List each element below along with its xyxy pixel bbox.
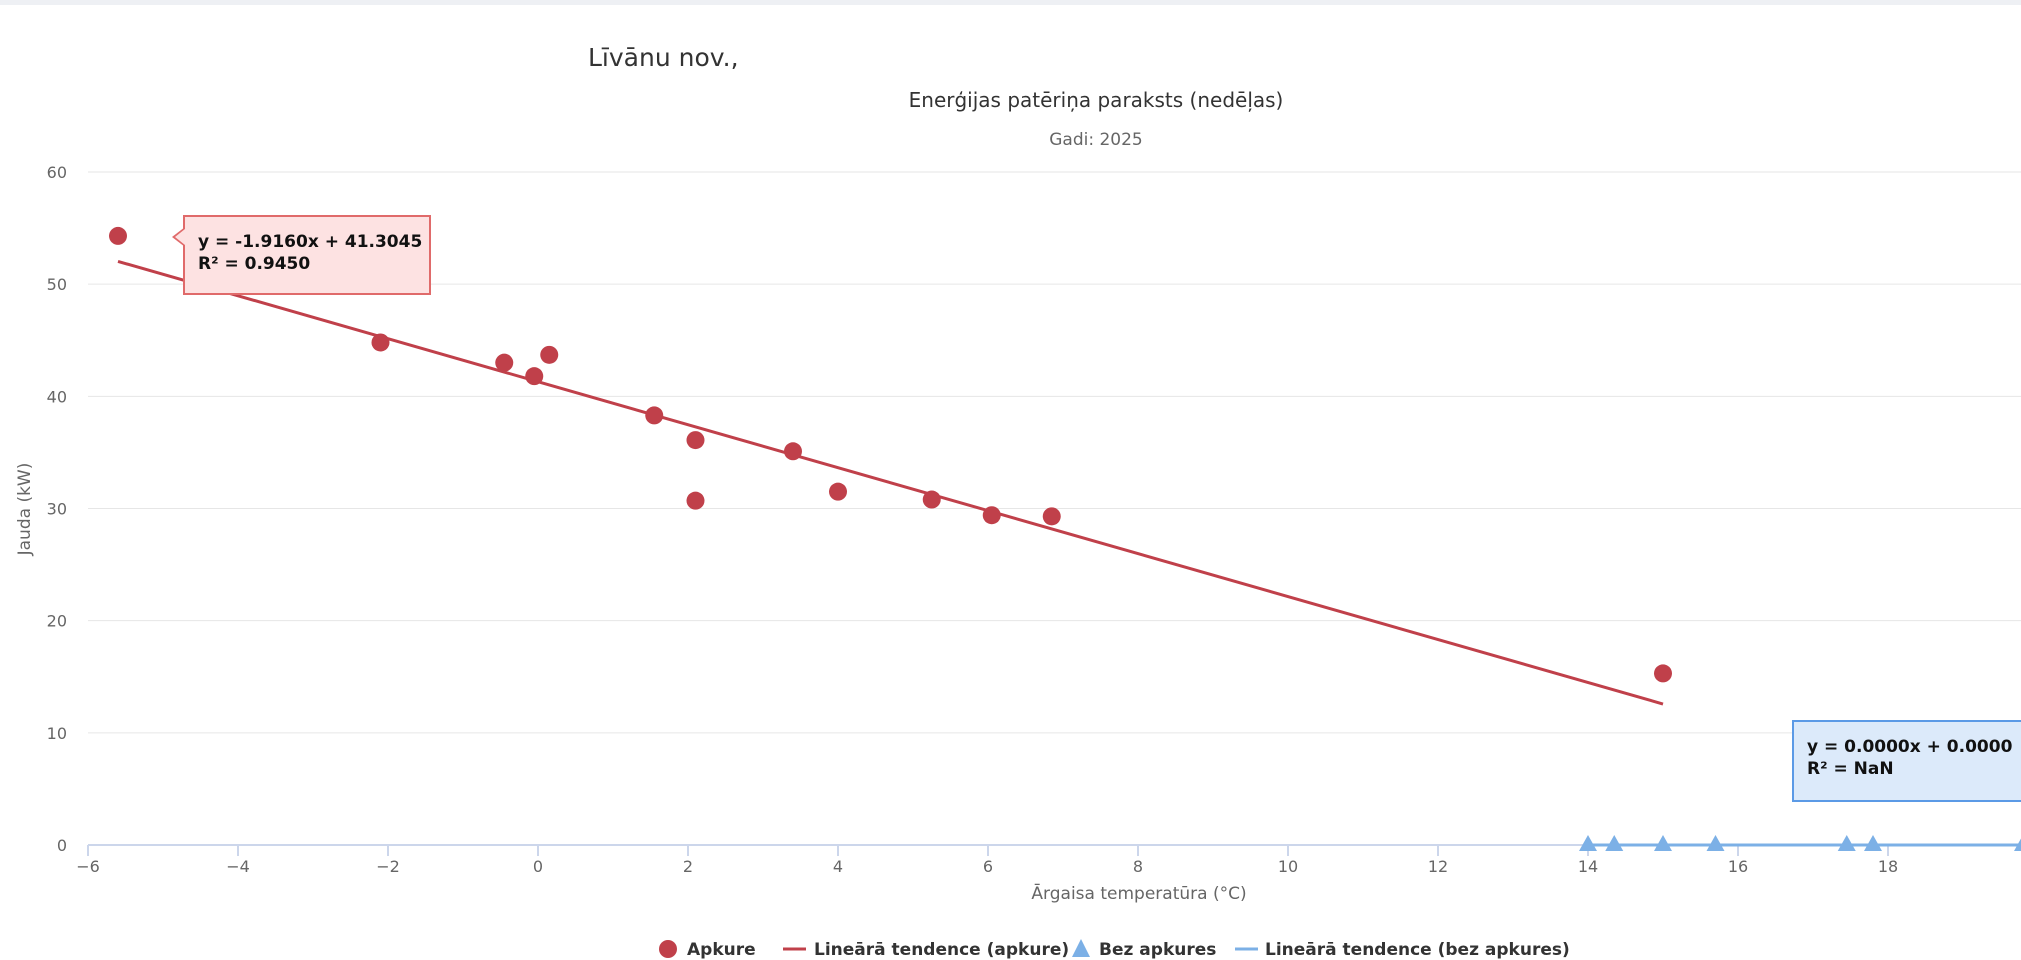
tooltip-bez-apkures-equation: y = 0.0000x + 0.0000: [1807, 737, 2013, 757]
legend-label-bez-apkures: Bez apkures: [1099, 940, 1216, 960]
x-tick-label-10: 10: [1278, 857, 1298, 876]
y-tick-label-0: 0: [57, 836, 67, 855]
point-apkure-8: [686, 491, 705, 510]
x-tick-label-18: 18: [1878, 857, 1898, 876]
point-apkure-7: [686, 431, 705, 450]
tooltip-apkure-equation: y = -1.9160x + 41.3045: [198, 232, 423, 252]
x-tick-label--6: −6: [76, 857, 100, 876]
x-tick-label-4: 4: [833, 857, 843, 876]
region-title: Līvānu nov.,: [588, 43, 739, 72]
legend-label-apkure: Apkure: [687, 940, 756, 960]
legend-item-bez-apkures[interactable]: Bez apkures: [1072, 939, 1216, 960]
point-bez-apkures-6: [2014, 838, 2021, 851]
point-bez-apkures-5: [1864, 835, 1882, 851]
y-tick-label-60: 60: [47, 163, 67, 182]
point-bez-apkures-2: [1654, 835, 1672, 851]
y-tick-label-10: 10: [47, 724, 67, 743]
legend-item-trend-apkure[interactable]: Lineārā tendence (apkure): [783, 940, 1069, 960]
point-bez-apkures-4: [1837, 835, 1856, 851]
x-tick-label-8: 8: [1133, 857, 1143, 876]
x-tick-label-12: 12: [1428, 857, 1448, 876]
point-apkure-3: [495, 353, 514, 372]
point-apkure-6: [645, 406, 664, 425]
y-tick-label-40: 40: [47, 387, 67, 406]
x-tick-label-16: 16: [1728, 857, 1748, 876]
point-apkure-13: [1042, 507, 1061, 526]
x-tick-label-14: 14: [1578, 857, 1598, 876]
y-tick-label-20: 20: [47, 612, 67, 631]
trend-lines: [117, 259, 2021, 847]
x-tick-label--2: −2: [376, 857, 400, 876]
y-tick-label-50: 50: [47, 275, 67, 294]
trend-line-apkure: [117, 259, 1664, 706]
chart-title: Enerģijas patēriņa paraksts (nedēļas): [909, 88, 1284, 112]
chart-subtitle: Gadi: 2025: [1049, 130, 1143, 150]
top-strip: [0, 0, 2021, 5]
y-tick-label-30: 30: [47, 500, 67, 519]
point-apkure-12: [982, 506, 1001, 525]
point-bez-apkures-3: [1706, 835, 1725, 851]
point-apkure-4: [525, 367, 544, 386]
point-apkure-9: [784, 442, 802, 461]
x-tick-label-6: 6: [983, 857, 993, 876]
data-points: [109, 226, 2021, 851]
legend-marker-apkure: [659, 940, 677, 958]
tooltip-bez-apkures-r2: R² = NaN: [1807, 759, 1894, 779]
legend-label-trend-bez-apkures: Lineārā tendence (bez apkures): [1265, 940, 1570, 960]
x-axis-label: Ārgaisa temperatūra (°C): [1031, 882, 1246, 904]
legend-item-trend-bez-apkures[interactable]: Lineārā tendence (bez apkures): [1235, 940, 1570, 960]
point-apkure-11: [922, 490, 941, 509]
x-tick-label-2: 2: [683, 857, 693, 876]
tooltip-trend-bez-apkures: y = 0.0000x + 0.0000 R² = NaN: [1792, 720, 2021, 802]
y-axis-label: Jauda (kW): [15, 463, 35, 557]
point-apkure-5: [540, 345, 559, 364]
x-tick-label--4: −4: [226, 857, 250, 876]
x-axis: −6 −4 −2 0 2 4 6 8 10 12 14 16 18: [76, 844, 2021, 876]
point-apkure-14: [1654, 664, 1672, 683]
point-bez-apkures-1: [1605, 835, 1624, 851]
tooltip-trend-apkure: y = -1.9160x + 41.3045 R² = 0.9450: [172, 215, 431, 295]
legend-label-trend-apkure: Lineārā tendence (apkure): [814, 940, 1069, 960]
legend: Apkure Lineārā tendence (apkure) Bez apk…: [659, 939, 1570, 960]
point-bez-apkures-0: [1579, 835, 1597, 851]
x-tick-label-0: 0: [533, 857, 543, 876]
legend-marker-bez-apkures: [1072, 939, 1090, 957]
y-axis-ticks: 0 10 20 30 40 50 60: [47, 163, 67, 855]
legend-item-apkure[interactable]: Apkure: [659, 940, 756, 960]
point-apkure-0: [109, 226, 127, 245]
tooltip-apkure-r2: R² = 0.9450: [198, 254, 311, 274]
point-apkure-2: [371, 333, 390, 352]
point-apkure-10: [829, 482, 847, 501]
